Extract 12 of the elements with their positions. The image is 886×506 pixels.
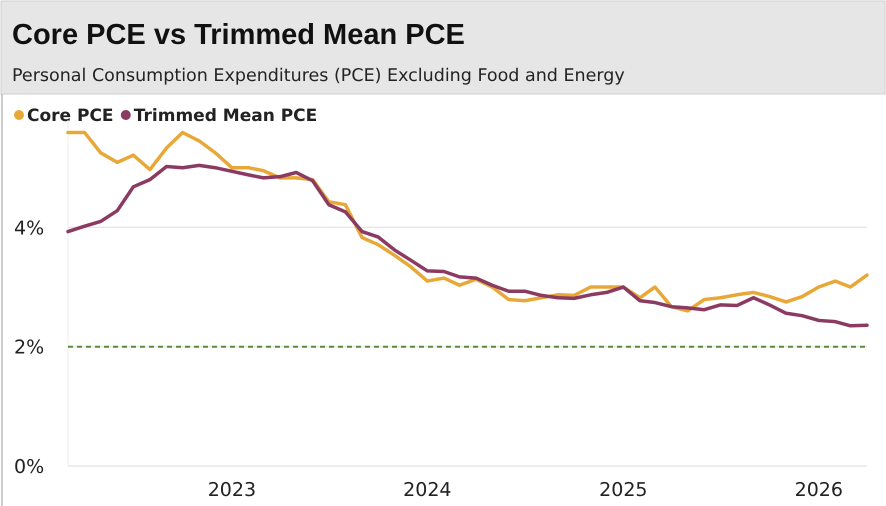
legend-label: Trimmed Mean PCE [134,106,318,126]
legend-label: Core PCE [27,106,114,126]
x-tick-label: 2025 [599,479,648,501]
x-tick-label: 2023 [208,479,256,501]
x-tick-label: 2026 [794,479,843,501]
x-tick-label: 2024 [403,479,452,501]
y-tick-label: 4% [14,217,44,240]
chart-title: Core PCE vs Trimmed Mean PCE [12,19,465,51]
chart-subtitle: Personal Consumption Expenditures (PCE) Excluding Food and Energy [12,66,625,86]
line-series [66,164,869,328]
y-tick-label: 0% [14,456,44,478]
y-tick-label: 2% [14,336,44,359]
